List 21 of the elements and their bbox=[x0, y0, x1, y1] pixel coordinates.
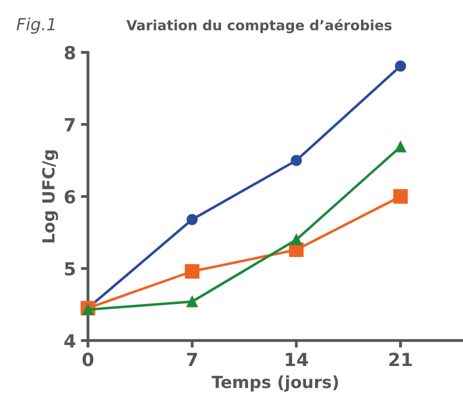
x-tick-label: 14 bbox=[286, 352, 308, 366]
point bbox=[394, 60, 406, 72]
chart-title: Variation du comptage d’aérobies bbox=[126, 19, 392, 34]
x-axis-title: Temps (jours) bbox=[212, 375, 338, 392]
x-tick-label: 0 bbox=[82, 352, 94, 366]
x-tick-label: 21 bbox=[389, 352, 412, 366]
point bbox=[186, 214, 198, 226]
point bbox=[184, 264, 200, 279]
y-tick-label: 7 bbox=[64, 118, 75, 132]
x-tick-label: 7 bbox=[187, 352, 197, 366]
y-tick-label: 8 bbox=[64, 46, 76, 60]
point bbox=[393, 189, 408, 204]
point bbox=[290, 154, 302, 166]
y-tick-label: 5 bbox=[64, 262, 75, 276]
y-tick-label: 6 bbox=[64, 190, 76, 204]
point bbox=[290, 234, 302, 246]
point bbox=[394, 141, 406, 152]
caption: Fig.1 bbox=[16, 18, 54, 34]
y-tick-label: 4 bbox=[64, 334, 76, 348]
y-axis-title: Log UFC/g bbox=[42, 150, 58, 242]
point bbox=[186, 296, 198, 308]
